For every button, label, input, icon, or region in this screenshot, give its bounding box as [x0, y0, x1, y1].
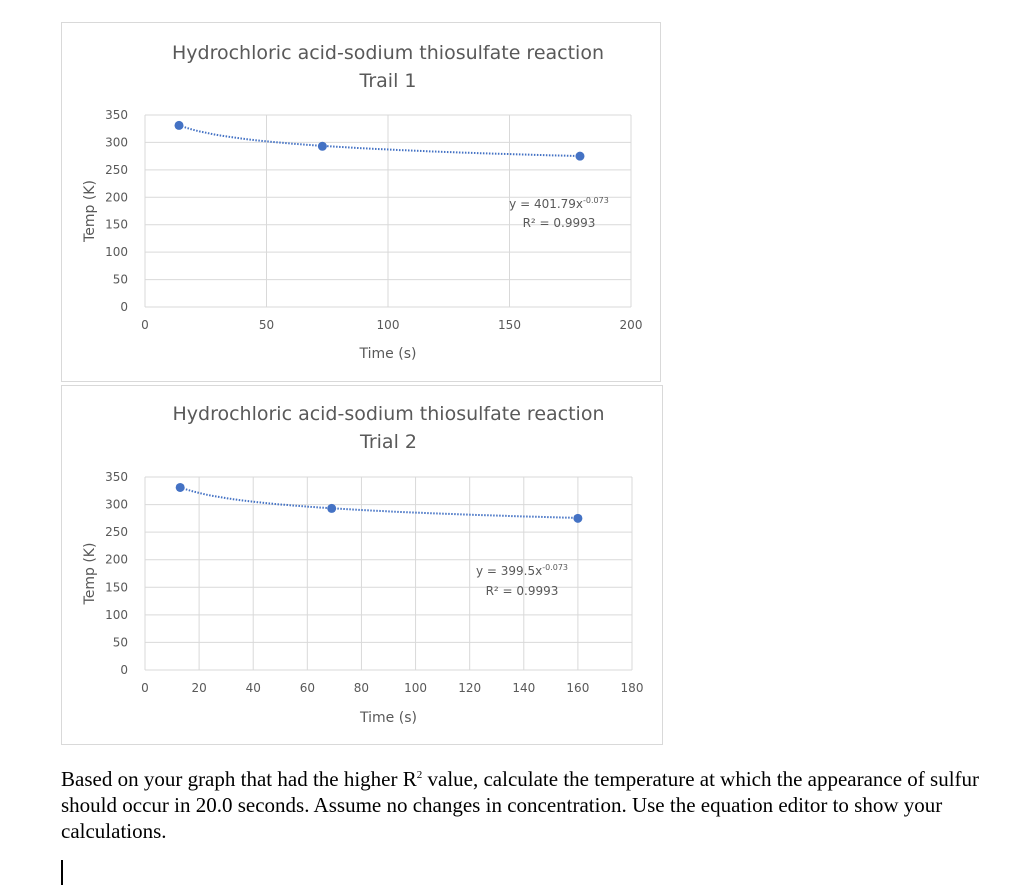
- y-tick-label: 350: [105, 108, 128, 122]
- chart-subtitle: Trail 1: [359, 70, 417, 92]
- equation-base: y = 399.5x: [476, 564, 542, 578]
- x-tick-label: 0: [141, 681, 149, 695]
- chart-title: Hydrochloric acid-sodium thiosulfate rea…: [172, 403, 604, 425]
- trendline: [179, 486, 578, 519]
- question-text: Based on your graph that had the higher …: [61, 766, 981, 844]
- x-tick-label: 140: [512, 681, 535, 695]
- chart-trial-2-svg: Hydrochloric acid-sodium thiosulfate rea…: [82, 403, 644, 726]
- x-tick-label: 100: [377, 318, 400, 332]
- y-tick-label: 350: [105, 470, 128, 484]
- x-tick-label: 20: [191, 681, 206, 695]
- trendline-equation: y = 401.79x-0.073: [509, 196, 609, 211]
- x-tick-label: 60: [300, 681, 315, 695]
- y-tick-label: 100: [105, 245, 128, 259]
- x-tick-label: 40: [246, 681, 261, 695]
- question-part-1: Based on your graph that had the higher …: [61, 767, 417, 791]
- x-tick-label: 160: [566, 681, 589, 695]
- equation-exponent: -0.073: [542, 563, 568, 572]
- data-point: [327, 503, 337, 513]
- x-tick-label: 150: [498, 318, 521, 332]
- trendline-equation: y = 399.5x-0.073: [476, 563, 568, 578]
- chart-subtitle: Trial 2: [359, 431, 417, 453]
- y-tick-label: 0: [120, 663, 128, 677]
- data-point: [175, 482, 185, 492]
- chart-title: Hydrochloric acid-sodium thiosulfate rea…: [172, 42, 604, 64]
- x-tick-label: 0: [141, 318, 149, 332]
- data-point: [174, 120, 184, 130]
- x-tick-label: 120: [458, 681, 481, 695]
- y-tick-label: 150: [105, 218, 128, 232]
- y-axis-label: Temp (K): [82, 180, 98, 243]
- y-tick-label: 50: [113, 635, 128, 649]
- trendline: [178, 124, 581, 158]
- r-squared-label: R² = 0.9993: [523, 216, 596, 230]
- x-tick-label: 180: [621, 681, 644, 695]
- equation-exponent: -0.073: [583, 196, 609, 205]
- y-axis-label: Temp (K): [82, 543, 98, 606]
- y-tick-label: 200: [105, 190, 128, 204]
- chart-trial-1: Hydrochloric acid-sodium thiosulfate rea…: [61, 22, 661, 382]
- question-part-2: value, calculate the temperature at whic…: [61, 767, 980, 843]
- x-tick-label: 100: [404, 681, 427, 695]
- x-axis-label: Time (s): [359, 710, 417, 726]
- y-tick-label: 300: [105, 498, 128, 512]
- y-tick-label: 150: [105, 580, 128, 594]
- x-axis-label: Time (s): [359, 346, 417, 362]
- text-cursor[interactable]: [61, 860, 63, 885]
- x-tick-label: 80: [354, 681, 369, 695]
- data-point: [573, 513, 583, 523]
- y-tick-label: 100: [105, 608, 128, 622]
- data-point: [317, 141, 327, 151]
- r-squared-label: R² = 0.9993: [486, 584, 559, 598]
- data-point: [575, 151, 585, 161]
- question-superscript: 2: [416, 769, 423, 781]
- y-tick-label: 50: [113, 273, 128, 287]
- x-tick-label: 50: [259, 318, 274, 332]
- chart-trial-2: Hydrochloric acid-sodium thiosulfate rea…: [61, 385, 663, 745]
- equation-base: y = 401.79x: [509, 197, 583, 211]
- y-tick-label: 250: [105, 163, 128, 177]
- y-tick-label: 300: [105, 135, 128, 149]
- y-tick-label: 250: [105, 525, 128, 539]
- y-tick-label: 200: [105, 553, 128, 567]
- y-tick-label: 0: [120, 300, 128, 314]
- chart-trial-1-svg: Hydrochloric acid-sodium thiosulfate rea…: [82, 42, 643, 362]
- x-tick-label: 200: [620, 318, 643, 332]
